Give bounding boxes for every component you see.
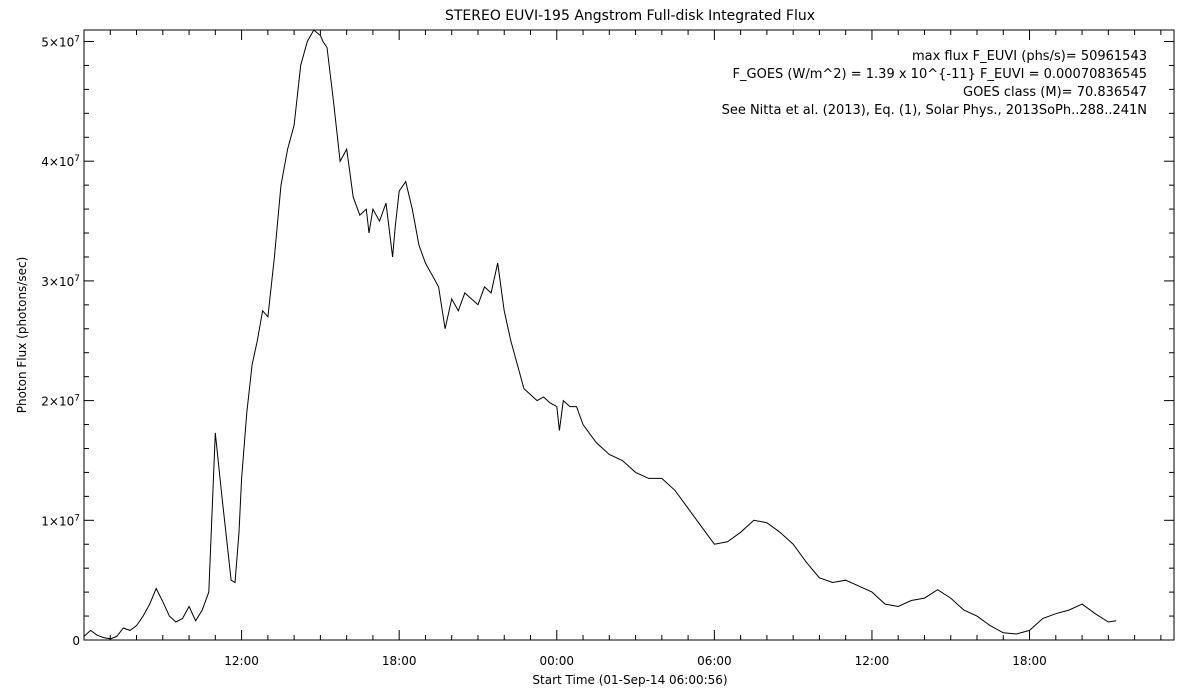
y-axis: 0 1×107 2×107 3×107 4×107 5×107: [41, 35, 1174, 648]
x-axis: 12:00 18:00 00:00 06:00 12:00 18:00: [109, 30, 1162, 668]
y-tick-label: 4×107: [41, 154, 80, 169]
annotation-line: max flux F_EUVI (phs/s)= 50961543: [912, 49, 1147, 64]
y-tick-label: 2×107: [41, 394, 80, 409]
chart-title: STEREO EUVI-195 Angstrom Full-disk Integ…: [445, 8, 815, 24]
x-tick-label: 00:00: [539, 654, 574, 668]
y-tick-label: 1×107: [41, 513, 80, 528]
plot-border: [83, 29, 1175, 641]
x-tick-label: 12:00: [855, 654, 890, 668]
plot-frame: [83, 29, 1175, 641]
x-tick-label: 12:00: [224, 654, 259, 668]
flux-series-line: [83, 29, 1117, 640]
x-tick-label: 18:00: [1012, 654, 1047, 668]
x-tick-label: 18:00: [382, 654, 417, 668]
y-tick-label: 3×107: [41, 274, 80, 289]
annotation-line: GOES class (M)= 70.836547: [963, 85, 1147, 100]
annotation-line: See Nitta et al. (2013), Eq. (1), Solar …: [722, 103, 1147, 118]
y-tick-label: 0: [72, 634, 80, 648]
y-axis-label: Photon Flux (photons/sec): [15, 257, 29, 414]
y-tick-label: 5×107: [41, 35, 80, 50]
x-axis-label: Start Time (01-Sep-14 06:00:56): [532, 673, 727, 687]
x-tick-label: 06:00: [697, 654, 732, 668]
annotation-block: max flux F_EUVI (phs/s)= 50961543 F_GOES …: [722, 49, 1147, 118]
annotation-line: F_GOES (W/m^2) = 1.39 x 10^{-11} F_EUVI …: [733, 67, 1147, 82]
series-layer: [83, 29, 1117, 640]
